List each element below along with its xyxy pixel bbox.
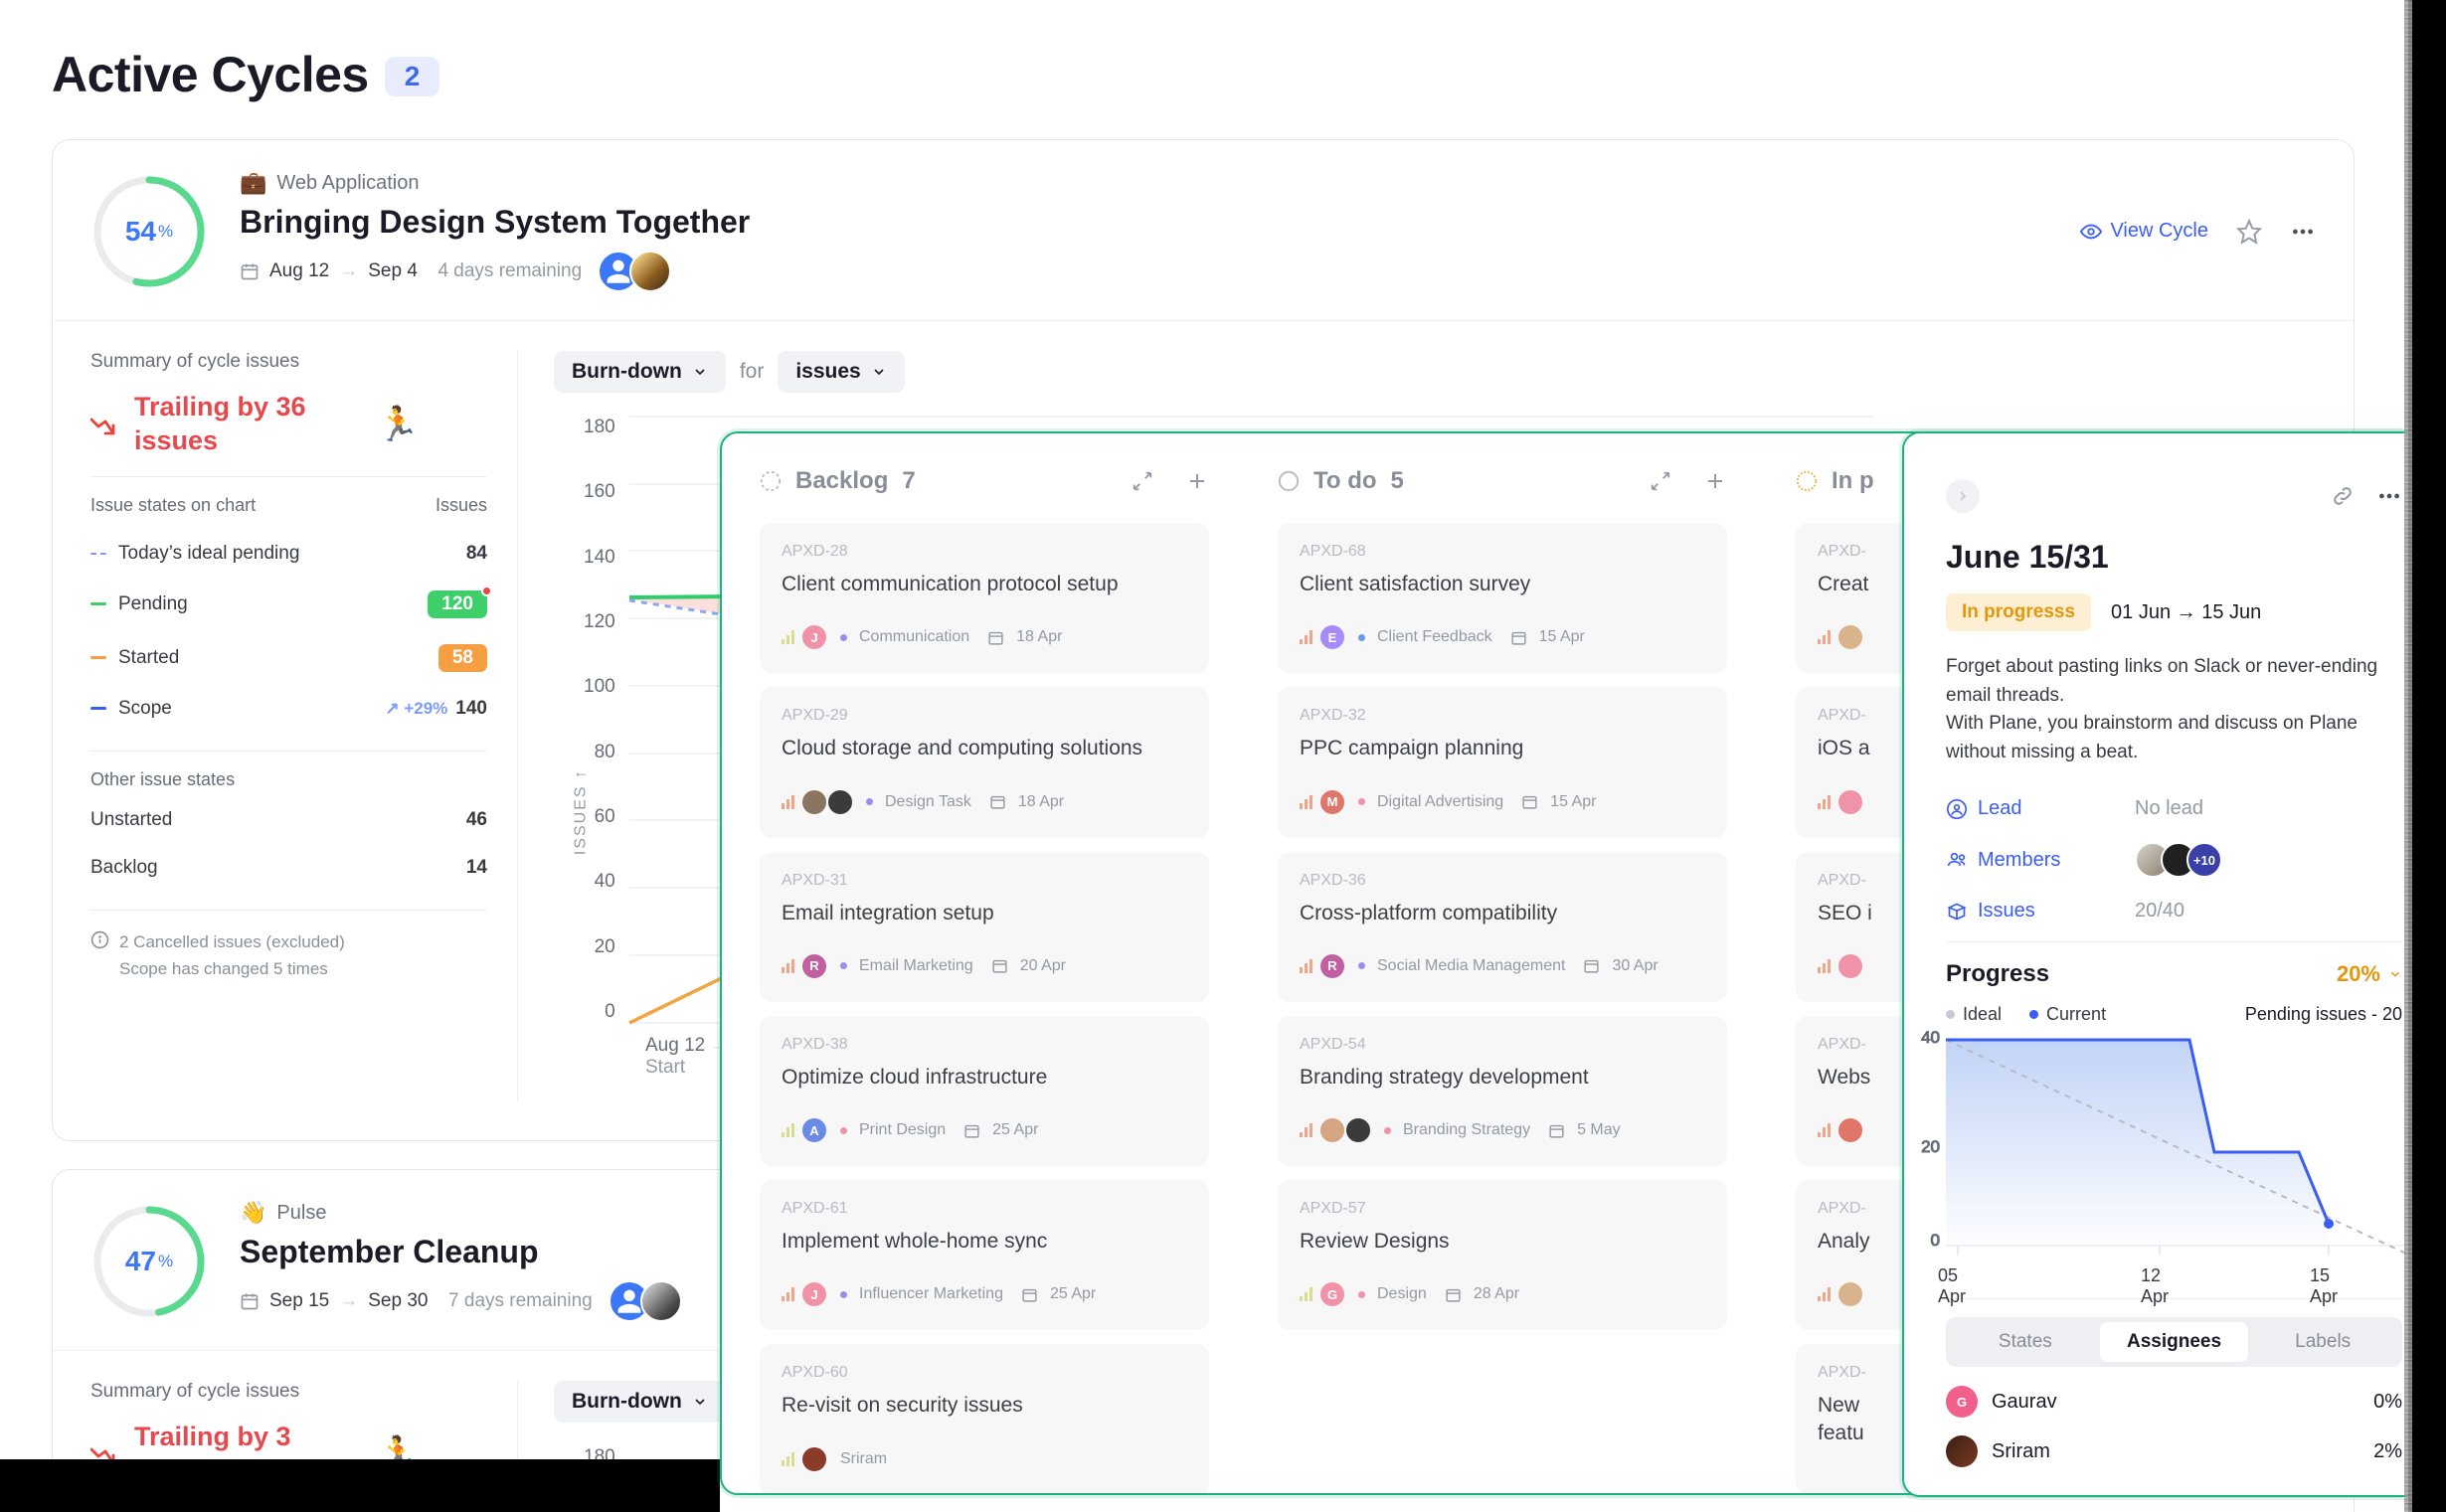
- svg-text:40: 40: [1921, 1028, 1940, 1047]
- svg-text:0: 0: [1931, 1231, 1940, 1250]
- svg-text:20: 20: [1921, 1137, 1940, 1156]
